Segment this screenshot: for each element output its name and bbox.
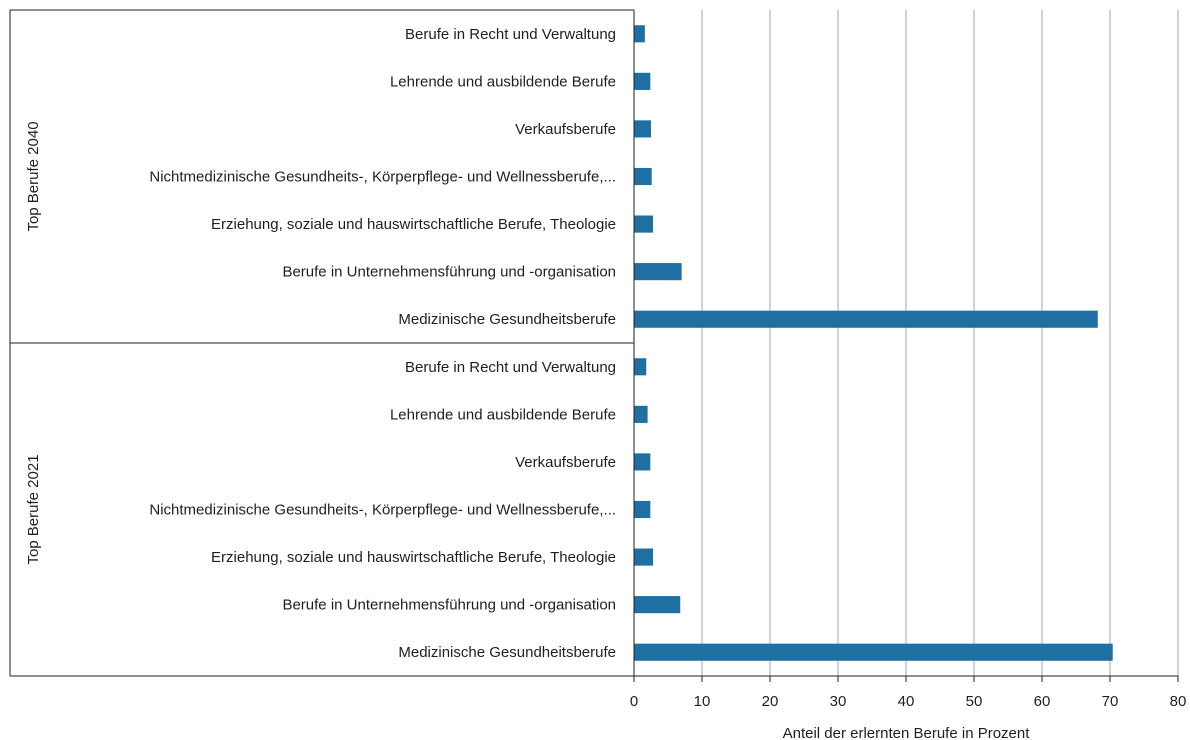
- category-label: Berufe in Unternehmensführung und -organ…: [282, 597, 616, 614]
- x-tick-label: 70: [1102, 693, 1119, 710]
- x-tick-label: 80: [1170, 693, 1187, 710]
- category-labels: Berufe in Recht und Verwaltung Lehrende u…: [149, 26, 616, 661]
- x-tick-labels: 0 10 20 30 40 50 60 70 80: [630, 693, 1187, 710]
- category-label: Berufe in Recht und Verwaltung: [405, 26, 616, 43]
- group-label: Top Berufe 2021: [25, 454, 42, 564]
- category-label: Nichtmedizinische Gesundheits-, Körperpf…: [149, 502, 616, 519]
- x-tick-label: 40: [898, 693, 915, 710]
- category-label: Medizinische Gesundheitsberufe: [398, 311, 616, 328]
- x-tick-label: 60: [1034, 693, 1051, 710]
- bars: [634, 25, 1113, 661]
- bar: [634, 263, 682, 281]
- x-tick-label: 30: [830, 693, 847, 710]
- category-label: Erziehung, soziale und hauswirtschaftlic…: [211, 216, 616, 233]
- bar: [634, 500, 651, 519]
- category-label: Nichtmedizinische Gesundheits-, Körperpf…: [149, 169, 616, 186]
- bar: [634, 453, 651, 471]
- category-label: Verkaufsberufe: [515, 121, 616, 138]
- bar: [634, 310, 1098, 328]
- category-label: Medizinische Gesundheitsberufe: [398, 644, 616, 661]
- x-tick-label: 50: [966, 693, 983, 710]
- grid-lines: [701, 10, 1179, 676]
- bar: [634, 548, 654, 566]
- bar: [634, 643, 1113, 661]
- bar: [634, 215, 654, 233]
- x-tick-label: 0: [630, 693, 638, 710]
- bar: [634, 25, 645, 43]
- category-label: Erziehung, soziale und hauswirtschaftlic…: [211, 549, 616, 566]
- category-label: Lehrende und ausbildende Berufe: [390, 73, 616, 90]
- x-tick-label: 20: [762, 693, 779, 710]
- group-label: Top Berufe 2040: [25, 121, 42, 231]
- x-tick-label: 10: [694, 693, 711, 710]
- category-label: Lehrende und ausbildende Berufe: [390, 406, 616, 423]
- x-axis-title: Anteil der erlernten Berufe in Prozent: [783, 725, 1031, 740]
- category-label: Berufe in Unternehmensführung und -organ…: [282, 264, 616, 281]
- category-label: Berufe in Recht und Verwaltung: [405, 359, 616, 376]
- group-labels: Top Berufe 2040 Top Berufe 2021: [25, 121, 42, 564]
- bar: [634, 120, 651, 138]
- bar: [634, 358, 647, 376]
- bar: [634, 167, 652, 186]
- bar: [634, 405, 648, 423]
- axes: [9, 9, 1179, 682]
- category-label: Verkaufsberufe: [515, 454, 616, 471]
- bar: [634, 72, 651, 90]
- bar: [634, 596, 681, 614]
